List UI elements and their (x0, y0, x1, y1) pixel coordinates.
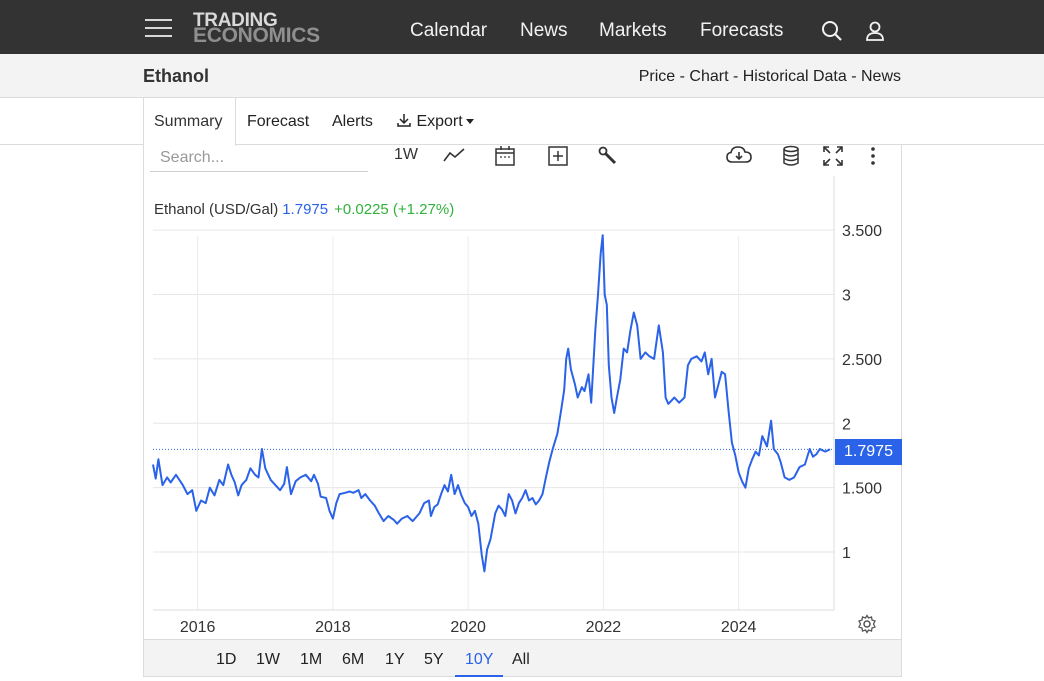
last-price-tag: 1.7975 (835, 439, 902, 465)
user-icon[interactable] (864, 20, 886, 42)
range-6m[interactable]: 6M (342, 651, 365, 668)
wrench-icon[interactable] (597, 144, 619, 168)
range-1m[interactable]: 1M (300, 651, 323, 668)
page-title: Ethanol (143, 66, 209, 86)
range-selector (144, 639, 901, 676)
more-icon[interactable] (868, 144, 878, 168)
search-icon[interactable] (821, 20, 843, 42)
link-separator: - (846, 68, 861, 85)
tab-forecast[interactable]: Forecast (247, 113, 310, 130)
range-1y[interactable]: 1Y (385, 651, 405, 668)
chart-legend: Ethanol (USD/Gal) 1.7975 +0.0225 (+1.27%) (154, 201, 454, 218)
subheader-links: Price - Chart - Historical Data - News (639, 68, 901, 86)
logo[interactable]: TRADING ECONOMICS (193, 10, 320, 47)
link-price[interactable]: Price (638, 68, 676, 85)
add-icon[interactable] (547, 144, 569, 168)
link-separator: - (675, 68, 690, 85)
line-chart-icon[interactable] (442, 144, 466, 168)
download-icon[interactable] (726, 144, 752, 168)
nav-news[interactable]: News (520, 20, 568, 41)
menu-icon[interactable] (145, 17, 172, 39)
range-1w[interactable]: 1W (256, 651, 280, 668)
range-10y[interactable]: 10Y (465, 651, 494, 668)
top-navigation-bar: TRADING ECONOMICS Calendar News Markets … (0, 0, 1044, 54)
link-chart[interactable]: Chart (689, 68, 729, 85)
tabs-row: Summary Forecast Alerts Export (0, 98, 1044, 146)
chevron-down-icon (465, 119, 474, 125)
export-download-icon (397, 114, 411, 127)
nav-forecasts[interactable]: Forecasts (700, 20, 784, 41)
database-icon[interactable] (781, 144, 801, 168)
legend-series-name: Ethanol (USD/Gal) (154, 201, 279, 218)
range-1d[interactable]: 1D (216, 651, 237, 668)
gear-icon[interactable] (857, 614, 877, 634)
link-separator: - (728, 68, 743, 85)
tab-export[interactable]: Export (396, 98, 474, 145)
fullscreen-icon[interactable] (822, 144, 844, 168)
nav-calendar[interactable]: Calendar (410, 20, 488, 41)
nav-markets[interactable]: Markets (599, 20, 667, 41)
logo-line1: TRADING (193, 10, 278, 31)
range-all[interactable]: All (512, 651, 530, 668)
subheader: Ethanol Price - Chart - Historical Data … (0, 54, 1044, 98)
link-historical-data[interactable]: Historical Data (742, 68, 847, 85)
chart-panel (143, 145, 902, 677)
calendar-icon[interactable] (494, 144, 516, 168)
logo-line2: ECONOMICS (193, 24, 320, 47)
link-news[interactable]: News (860, 68, 901, 85)
interval-selector[interactable]: 1W (394, 146, 418, 163)
legend-change: +0.0225 (+1.27%) (334, 201, 455, 218)
tab-summary[interactable]: Summary (143, 98, 236, 146)
tab-alerts[interactable]: Alerts (332, 113, 373, 130)
tab-export-label: Export (416, 113, 463, 130)
range-5y[interactable]: 5Y (424, 651, 444, 668)
legend-price: 1.7975 (282, 201, 329, 218)
search-input[interactable] (150, 145, 368, 172)
active-range-indicator (455, 675, 503, 677)
